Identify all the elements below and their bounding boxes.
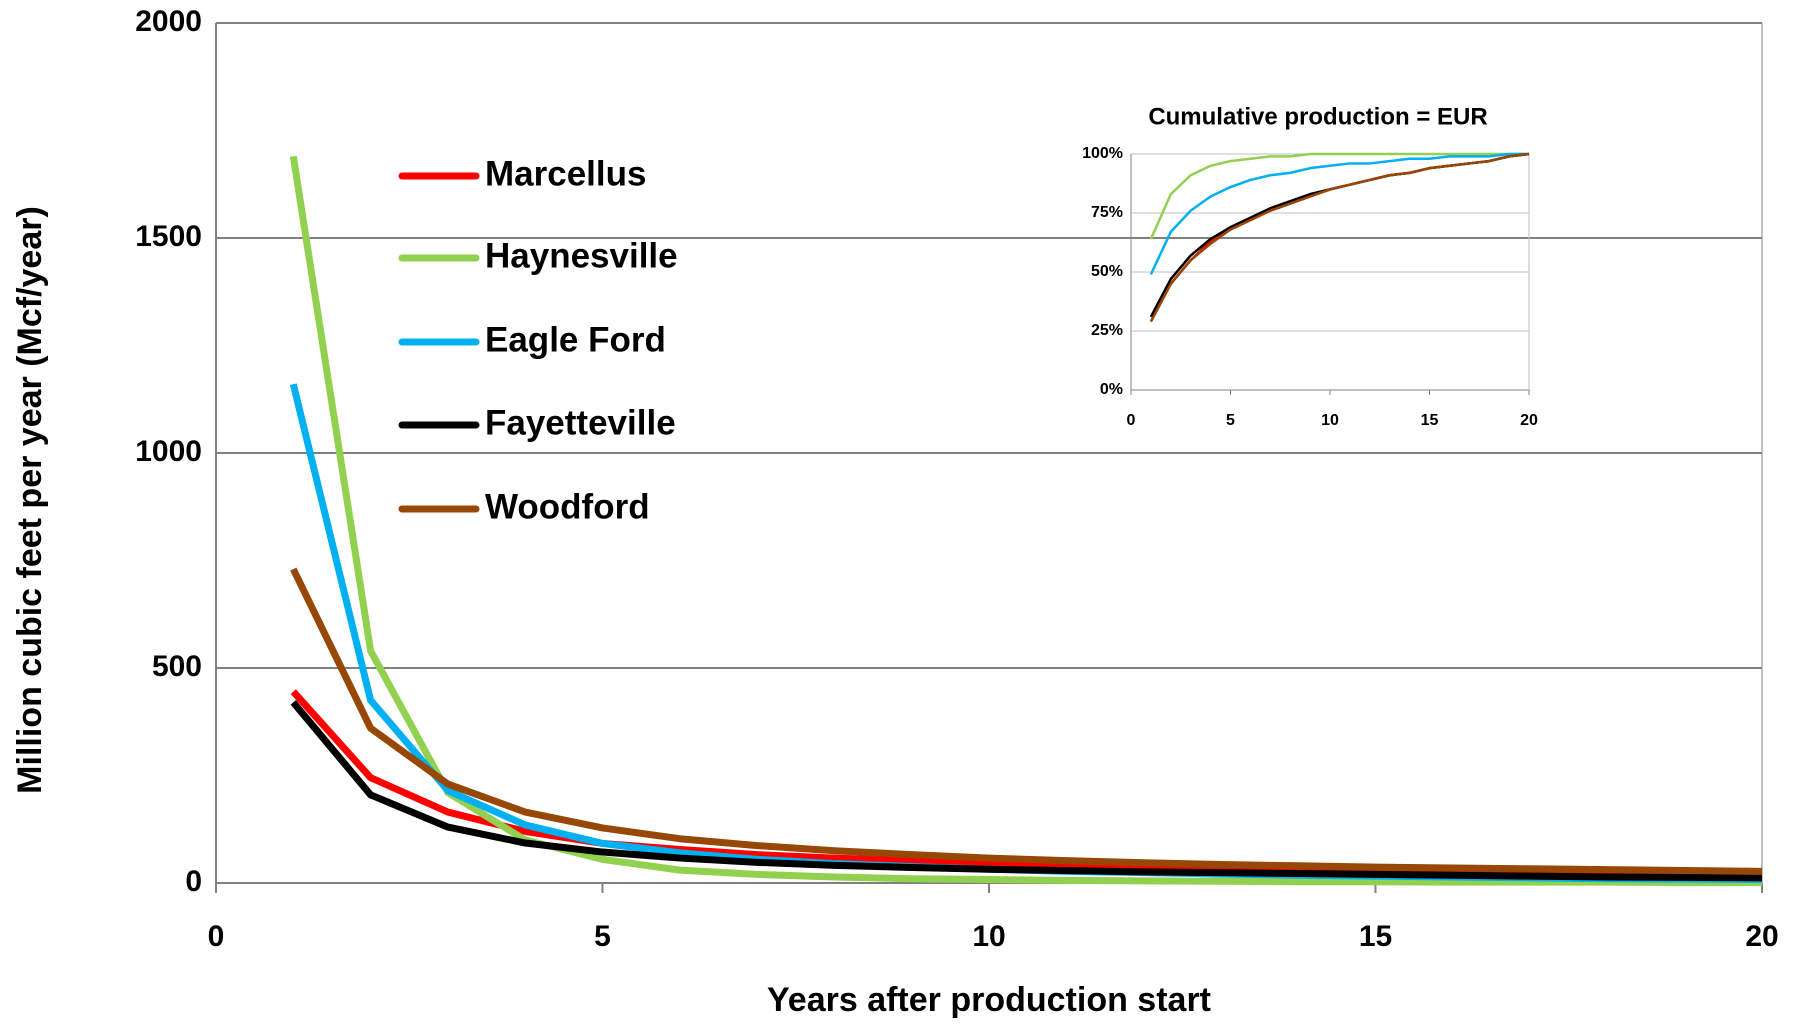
legend-label: Woodford	[485, 487, 650, 526]
series-line	[290, 567, 1763, 875]
x-axis-label: Years after production start	[767, 981, 1211, 1019]
y-tick-label: 50%	[1091, 263, 1123, 280]
legend-label: Fayetteville	[485, 403, 676, 442]
x-tick-label: 10	[972, 920, 1005, 953]
y-tick-label: 25%	[1091, 322, 1123, 339]
series-line	[290, 700, 1763, 882]
x-tick-label: 15	[1359, 920, 1392, 953]
x-tick-label: 15	[1421, 412, 1439, 429]
y-tick-label: 75%	[1091, 204, 1123, 221]
y-tick-label: 100%	[1082, 145, 1123, 162]
y-tick-label: 0	[185, 865, 202, 898]
inset-title: Cumulative production = EUR	[1148, 103, 1487, 130]
x-tick-label: 0	[208, 920, 225, 953]
x-tick-label: 0	[1127, 412, 1136, 429]
y-tick-label: 500	[152, 650, 202, 683]
series-line	[1149, 152, 1530, 318]
y-tick-label: 1000	[135, 435, 202, 468]
y-tick-label: 2000	[135, 5, 202, 38]
series-line	[290, 689, 1763, 881]
x-tick-label: 10	[1321, 412, 1339, 429]
y-tick-label: 0%	[1100, 381, 1123, 398]
x-tick-label: 5	[1226, 412, 1235, 429]
y-tick-label: 1500	[135, 220, 202, 253]
x-tick-label: 20	[1520, 412, 1538, 429]
series-line	[1149, 152, 1529, 240]
legend-label: Eagle Ford	[485, 320, 666, 359]
x-tick-label: 20	[1745, 920, 1778, 953]
legend-label: Marcellus	[485, 154, 646, 193]
series-line	[1149, 152, 1529, 275]
y-axis-label: Million cubic feet per year (Mcf/year)	[11, 206, 49, 794]
legend-label: Haynesville	[485, 236, 678, 275]
series-line	[1149, 152, 1530, 323]
x-tick-label: 5	[594, 920, 611, 953]
